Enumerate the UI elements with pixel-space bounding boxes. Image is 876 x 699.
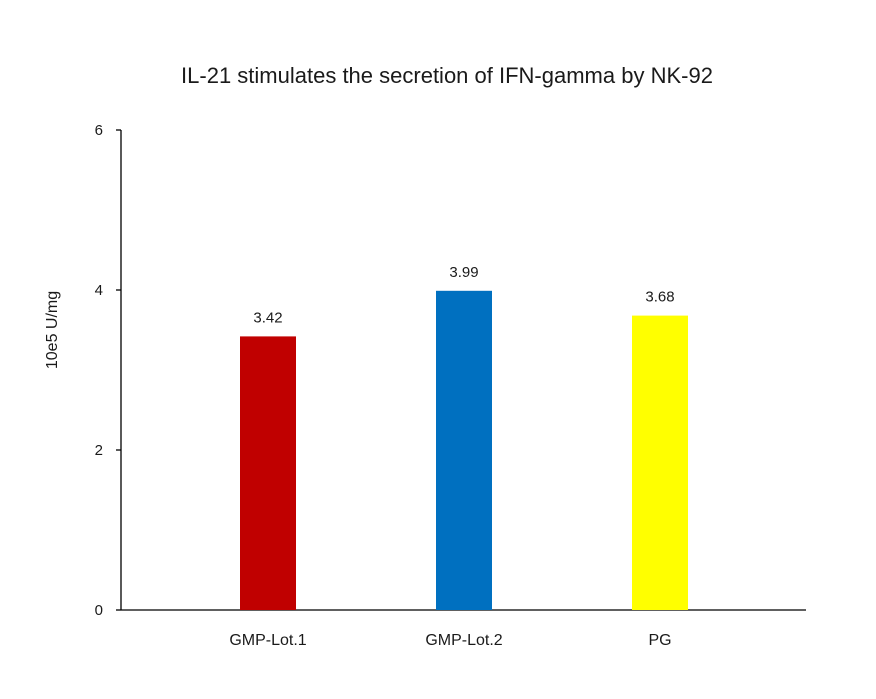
data-label: 3.42	[253, 309, 282, 326]
y-tick-label: 0	[95, 602, 103, 619]
bar-1	[436, 290, 492, 610]
y-axis-label: 10e5 U/mg	[44, 291, 61, 369]
data-labels: 3.42 3.99 3.68	[253, 264, 674, 327]
data-label: 3.99	[449, 264, 478, 281]
data-label: 3.68	[645, 289, 674, 306]
chart-title: IL-21 stimulates the secretion of IFN-ga…	[181, 63, 713, 88]
y-tick-label: 4	[95, 282, 103, 299]
y-tick-label: 6	[95, 122, 103, 139]
x-tick-label: GMP-Lot.2	[425, 632, 502, 649]
y-ticks: 0 2 4 6	[95, 122, 121, 619]
y-tick-label: 2	[95, 442, 103, 459]
x-tick-labels: GMP-Lot.1 GMP-Lot.2 PG	[229, 632, 671, 649]
x-tick-label: GMP-Lot.1	[229, 632, 306, 649]
bar-0	[240, 336, 296, 610]
bar-2	[632, 315, 688, 610]
x-tick-label: PG	[648, 632, 671, 649]
bars	[240, 290, 688, 610]
